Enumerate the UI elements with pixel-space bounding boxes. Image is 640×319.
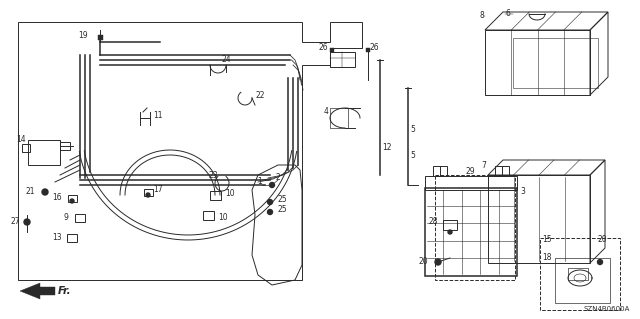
Circle shape	[269, 182, 275, 188]
Text: 11: 11	[153, 110, 163, 120]
Circle shape	[598, 259, 602, 264]
Bar	[209, 190, 221, 199]
Bar	[513, 38, 598, 88]
Bar	[485, 30, 590, 95]
Bar	[67, 234, 77, 242]
Text: 18: 18	[542, 254, 552, 263]
Bar	[143, 189, 152, 196]
Bar	[67, 195, 77, 202]
Text: 15: 15	[542, 235, 552, 244]
Bar	[330, 48, 334, 52]
Text: 10: 10	[225, 189, 235, 197]
Bar	[433, 166, 447, 176]
Bar	[202, 211, 214, 219]
Text: 16: 16	[52, 194, 62, 203]
Bar	[366, 48, 370, 52]
Text: 14: 14	[17, 136, 26, 145]
Text: 22: 22	[255, 91, 264, 100]
Bar	[330, 108, 348, 128]
Text: 20: 20	[598, 235, 607, 244]
Text: 1: 1	[257, 177, 262, 187]
Bar	[488, 175, 590, 263]
Text: 23: 23	[209, 170, 218, 180]
Text: 17: 17	[153, 186, 163, 195]
Text: 29: 29	[465, 167, 475, 176]
Bar	[425, 188, 517, 276]
Bar	[75, 214, 85, 222]
Text: 6: 6	[505, 10, 510, 19]
Bar	[443, 220, 457, 230]
Bar	[555, 258, 610, 303]
Text: 5: 5	[410, 151, 415, 160]
Circle shape	[268, 199, 273, 204]
Text: 13: 13	[52, 234, 62, 242]
Circle shape	[268, 210, 273, 214]
Circle shape	[42, 189, 48, 195]
Text: 7: 7	[481, 160, 486, 169]
Circle shape	[435, 259, 441, 265]
Text: 20: 20	[419, 257, 428, 266]
Text: 28: 28	[429, 218, 438, 226]
Text: 24: 24	[222, 56, 232, 64]
Text: 2: 2	[275, 174, 280, 182]
Text: 10: 10	[218, 213, 228, 222]
Text: 12: 12	[382, 144, 392, 152]
Bar	[425, 176, 517, 190]
Text: 8: 8	[479, 11, 484, 20]
Text: 21: 21	[26, 188, 35, 197]
Bar	[495, 166, 509, 176]
Text: SZN4B0600A: SZN4B0600A	[584, 306, 630, 312]
Bar	[28, 140, 60, 165]
Bar	[97, 34, 102, 40]
Bar	[22, 144, 30, 152]
Polygon shape	[20, 283, 55, 299]
Bar	[540, 238, 620, 310]
Circle shape	[146, 193, 150, 197]
Text: Fr.: Fr.	[58, 286, 72, 296]
Circle shape	[70, 199, 74, 203]
Text: 26: 26	[318, 43, 328, 53]
Text: 25: 25	[277, 196, 287, 204]
Text: 5: 5	[410, 125, 415, 135]
Text: 9: 9	[63, 213, 68, 222]
Text: 19: 19	[78, 32, 88, 41]
Text: 4: 4	[323, 108, 328, 116]
Bar	[435, 175, 515, 280]
Bar	[330, 52, 355, 67]
Bar	[568, 268, 588, 280]
Text: 25: 25	[277, 205, 287, 214]
Circle shape	[24, 219, 30, 225]
Text: 27: 27	[10, 218, 20, 226]
Text: 3: 3	[520, 187, 525, 196]
Bar	[60, 142, 70, 150]
Text: 26: 26	[370, 43, 380, 53]
Circle shape	[448, 230, 452, 234]
